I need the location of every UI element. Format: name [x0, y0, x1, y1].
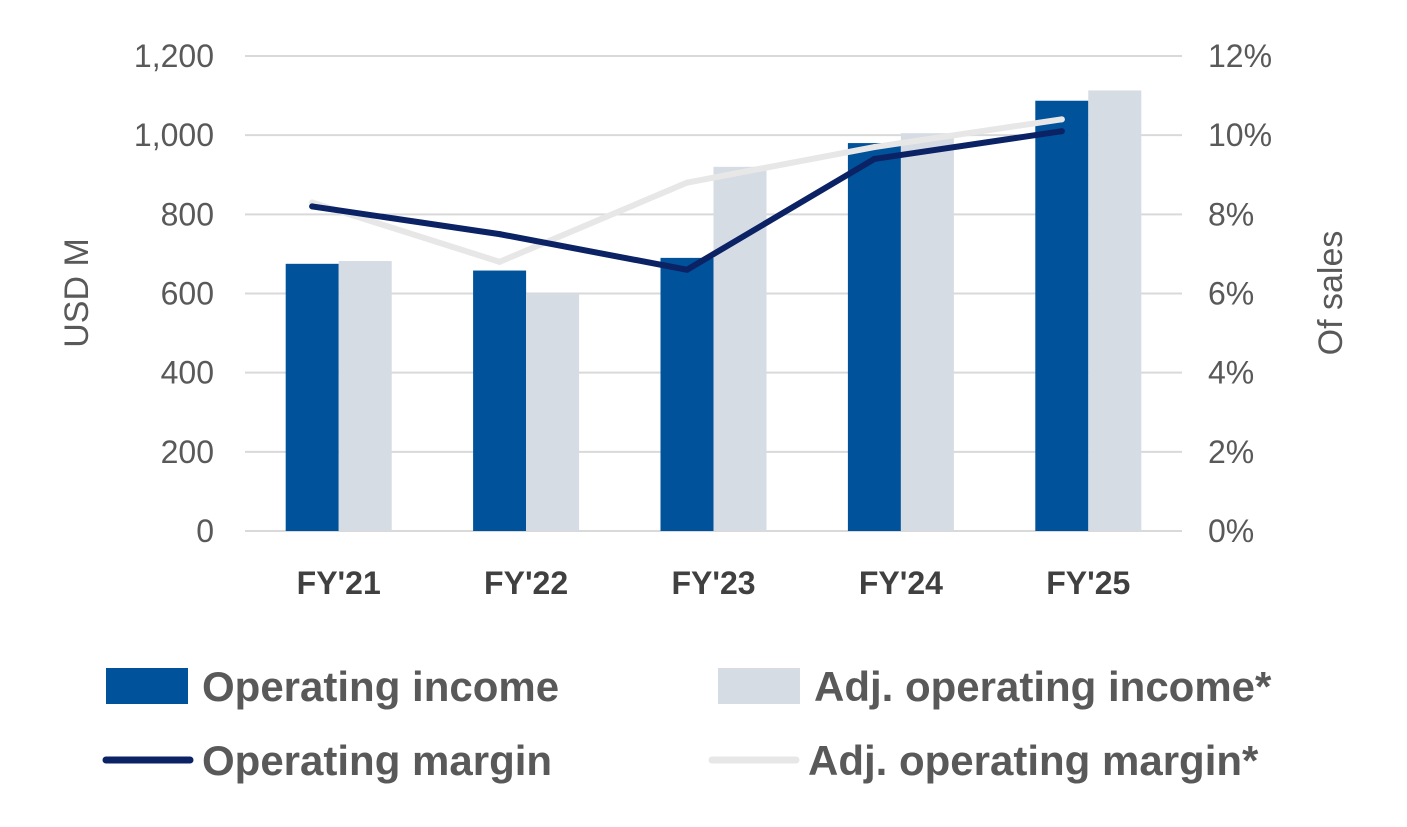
- y-tick-label: 200: [161, 434, 214, 470]
- y-tick-label: 1,000: [134, 117, 214, 153]
- legend-adj-operating-income-label: Adj. operating income*: [814, 663, 1272, 710]
- y-axis-title: USD M: [58, 238, 96, 348]
- operating-margin-point: [684, 266, 690, 273]
- legend-operating-income-label: Operating income: [202, 663, 559, 710]
- axes: 0 200 400 600 800 1,000 1,200 0% 2% 4% 6% 8% 10% 12% U…: [58, 38, 1350, 601]
- operating-income-bar: [285, 263, 339, 531]
- legend-adj-operating-margin: Adj. operating margin*: [708, 737, 1259, 784]
- legend: Operating income Adj. operating income* Op…: [102, 663, 1272, 784]
- adj-operating-margin-point: [684, 179, 690, 186]
- adj-operating-income-bar: [900, 133, 954, 531]
- adj-operating-margin-point: [496, 258, 503, 265]
- operating-margin-point: [309, 203, 316, 210]
- legend-adj-operating-income-swatch: [718, 668, 800, 704]
- y2-tick-label: 8%: [1208, 196, 1254, 232]
- operating-income-bar: [1035, 100, 1089, 532]
- adj-operating-income-bar: [526, 293, 580, 531]
- y-tick-label: 600: [161, 276, 214, 312]
- adj-operating-income-bar: [1088, 90, 1142, 531]
- legend-operating-income-swatch: [106, 668, 188, 704]
- adj-operating-margin-point: [871, 144, 878, 151]
- y2-tick-label: 2%: [1208, 434, 1254, 470]
- y2-tick-label: 10%: [1208, 117, 1272, 153]
- operating-margin-point: [871, 155, 878, 162]
- adj-operating-margin-point: [1058, 116, 1065, 123]
- adj-operating-income-bar: [338, 261, 392, 531]
- line-series: [309, 116, 1065, 273]
- operating-income-bar: [473, 270, 527, 531]
- x-tick-label: FY'24: [859, 565, 943, 601]
- legend-adj-operating-income: Adj. operating income*: [718, 663, 1272, 710]
- x-tick-label: FY'25: [1046, 565, 1130, 601]
- y2-tick-label: 6%: [1208, 276, 1254, 312]
- y2-tick-label: 12%: [1208, 38, 1272, 74]
- adj-operating-income-bar: [713, 166, 767, 532]
- x-tick-label: FY'21: [297, 565, 381, 601]
- y2-tick-label: 0%: [1208, 513, 1254, 549]
- operating-income-bar: [660, 257, 714, 531]
- y-tick-label: 400: [161, 355, 214, 391]
- legend-operating-margin-label: Operating margin: [202, 737, 552, 784]
- legend-operating-margin: Operating margin: [102, 737, 552, 784]
- x-tick-label: FY'23: [671, 565, 755, 601]
- legend-operating-income: Operating income: [106, 663, 559, 710]
- operating-margin-point: [496, 231, 503, 238]
- y2-tick-label: 4%: [1208, 355, 1254, 391]
- y2-axis-title: Of sales: [1312, 231, 1350, 356]
- y-tick-label: 800: [161, 196, 214, 232]
- operating-margin-point: [1058, 128, 1065, 135]
- operating-income-bar: [847, 143, 901, 532]
- y-tick-label: 0: [196, 513, 214, 549]
- legend-adj-operating-margin-label: Adj. operating margin*: [808, 737, 1259, 784]
- x-tick-label: FY'22: [484, 565, 568, 601]
- bar-series: [285, 90, 1142, 532]
- y-tick-label: 1,200: [134, 38, 214, 74]
